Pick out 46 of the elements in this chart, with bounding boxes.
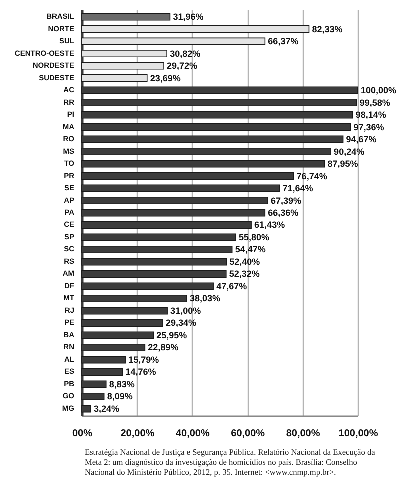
bar: [82, 13, 171, 21]
data-label: 29,72%: [167, 61, 198, 72]
x-tick-label: 20,00%: [120, 428, 155, 440]
data-label: 97,36%: [354, 122, 384, 132]
x-tick-label: 60,00%: [231, 428, 266, 440]
data-label: 55,80%: [239, 232, 270, 242]
x-tick-label: 00%: [72, 428, 93, 440]
bar: [82, 62, 164, 70]
data-label: 8,09%: [107, 392, 133, 402]
x-tick-label: 100,00%: [338, 428, 378, 440]
data-label: 3,24%: [94, 404, 120, 414]
data-label: 82,33%: [312, 24, 343, 34]
data-label: 71,64%: [282, 184, 314, 194]
x-tick-label: 80,00%: [286, 428, 320, 440]
data-label: 99,58%: [360, 98, 390, 108]
data-label: 31,96%: [173, 12, 204, 22]
text: Estratégia Nacional de Justiça e Segurança Pública. Relatório Nacional da Execução da Meta 2: um diagnóstico da investigação de homicídios no país. Brasília: Conselho Nacional do Ministério Público, 2012, p. 35. Internet: <www.cnmp.mp.br>.: [85, 448, 376, 477]
data-label: 100,00%: [361, 86, 397, 96]
data-label: 61,43%: [254, 220, 286, 230]
data-label: 38,03%: [190, 294, 220, 304]
data-label: 98,14%: [356, 110, 386, 120]
data-label: 31,00%: [170, 306, 202, 316]
data-label: 8,83%: [109, 379, 135, 390]
data-label: 66,36%: [268, 208, 299, 218]
data-label: 52,40%: [230, 256, 260, 267]
data-label: 30,82%: [170, 48, 201, 59]
data-label: 94,67%: [346, 134, 377, 145]
bar: [82, 74, 148, 82]
data-label: 15,79%: [128, 354, 160, 365]
data-label: 23,69%: [150, 73, 181, 84]
data-label: 14,76%: [126, 367, 156, 378]
data-label: 29,34%: [166, 318, 197, 328]
data-label: 67,39%: [270, 196, 302, 206]
data-label: 90,24%: [334, 146, 365, 157]
bar: [82, 38, 266, 46]
data-label: 66,37%: [268, 36, 299, 47]
bar: [82, 50, 168, 58]
bar: [82, 26, 310, 34]
data-label: 87,95%: [328, 159, 358, 170]
data-label: 54,47%: [235, 244, 266, 255]
data-label: 25,95%: [156, 330, 188, 340]
data-label: 76,74%: [296, 171, 328, 182]
x-tick-label: 40,00%: [176, 428, 210, 440]
data-label: 22,89%: [148, 342, 179, 353]
data-label: 52,32%: [229, 269, 260, 280]
data-label: 47,67%: [216, 281, 248, 292]
